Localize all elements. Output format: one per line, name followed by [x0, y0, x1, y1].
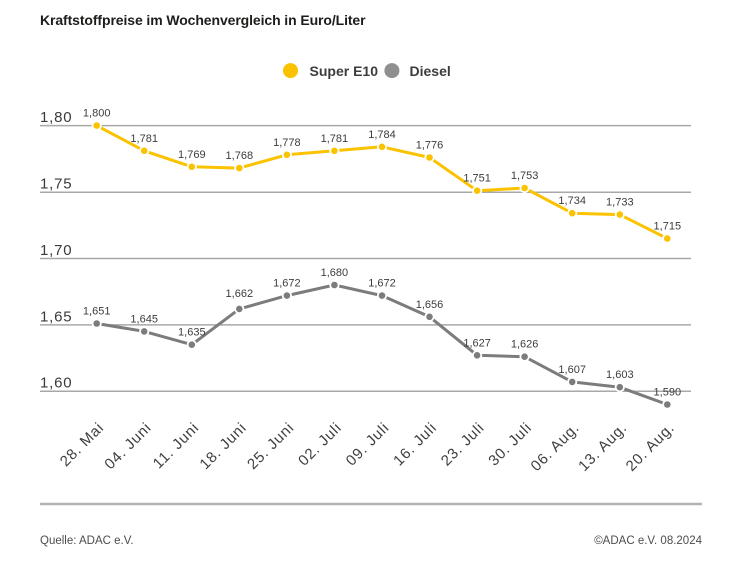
svg-text:1,768: 1,768: [226, 150, 254, 162]
svg-text:1,734: 1,734: [558, 195, 586, 207]
svg-text:1,80: 1,80: [40, 109, 72, 126]
svg-text:©ADAC e.V. 08.2024: ©ADAC e.V. 08.2024: [594, 535, 702, 547]
svg-text:1,778: 1,778: [273, 137, 301, 149]
svg-text:1,626: 1,626: [511, 339, 539, 351]
svg-text:1,769: 1,769: [178, 149, 206, 161]
svg-text:1,645: 1,645: [130, 313, 158, 325]
svg-text:1,776: 1,776: [416, 140, 444, 152]
svg-text:Quelle: ADAC e.V.: Quelle: ADAC e.V.: [40, 535, 134, 547]
svg-text:1,753: 1,753: [511, 170, 539, 182]
svg-text:1,635: 1,635: [178, 327, 206, 339]
svg-text:1,60: 1,60: [40, 375, 72, 392]
svg-text:Diesel: Diesel: [410, 63, 451, 79]
svg-text:1,781: 1,781: [130, 133, 158, 145]
svg-text:1,70: 1,70: [40, 242, 72, 259]
svg-text:1,781: 1,781: [321, 133, 349, 145]
svg-text:1,751: 1,751: [463, 173, 491, 185]
svg-text:1,680: 1,680: [321, 267, 349, 279]
svg-text:1,715: 1,715: [654, 221, 682, 233]
svg-text:1,784: 1,784: [368, 129, 396, 141]
svg-text:1,75: 1,75: [40, 176, 72, 193]
svg-text:Super E10: Super E10: [310, 63, 379, 79]
svg-text:1,627: 1,627: [463, 337, 491, 349]
svg-text:1,607: 1,607: [558, 364, 586, 376]
svg-text:1,672: 1,672: [368, 278, 396, 290]
svg-text:Kraftstoffpreise im Wochenverg: Kraftstoffpreise im Wochenvergleich in E…: [40, 12, 366, 28]
svg-text:1,800: 1,800: [83, 108, 111, 120]
svg-text:1,603: 1,603: [606, 369, 634, 381]
svg-text:1,651: 1,651: [83, 306, 111, 318]
svg-text:1,662: 1,662: [226, 288, 254, 300]
svg-text:1,672: 1,672: [273, 278, 301, 290]
svg-text:1,65: 1,65: [40, 308, 72, 325]
svg-text:1,733: 1,733: [606, 197, 634, 209]
svg-text:1,656: 1,656: [416, 299, 444, 311]
svg-text:1,590: 1,590: [654, 387, 682, 399]
